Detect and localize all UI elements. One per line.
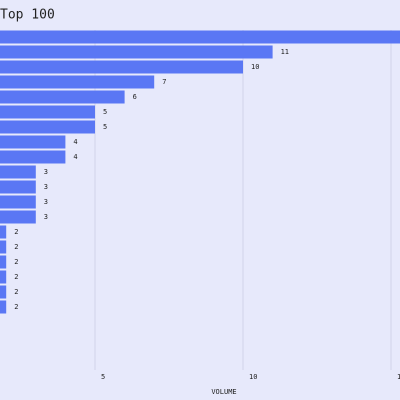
data-label: 5 bbox=[103, 123, 107, 131]
bar bbox=[0, 255, 7, 269]
data-label: 10 bbox=[251, 63, 259, 71]
bar bbox=[0, 180, 36, 194]
x-axis-label: VOLUME bbox=[211, 388, 236, 396]
bar bbox=[0, 225, 7, 239]
bar bbox=[0, 210, 36, 224]
bar bbox=[0, 270, 7, 284]
bar bbox=[0, 60, 243, 74]
bar bbox=[0, 75, 155, 89]
data-label: 4 bbox=[73, 153, 77, 161]
bar bbox=[0, 195, 36, 209]
bar bbox=[0, 45, 273, 59]
x-tick-label: 10 bbox=[249, 373, 257, 381]
bar bbox=[0, 300, 7, 314]
bar bbox=[0, 30, 400, 44]
data-label: 5 bbox=[103, 108, 107, 116]
x-tick-label: 15 bbox=[397, 373, 400, 381]
data-label: 2 bbox=[14, 258, 18, 266]
data-label: 2 bbox=[14, 303, 18, 311]
bar bbox=[0, 150, 66, 164]
bar bbox=[0, 120, 95, 134]
data-label: 11 bbox=[281, 48, 289, 56]
data-label: 3 bbox=[44, 183, 48, 191]
bar bbox=[0, 105, 95, 119]
data-label: 2 bbox=[14, 243, 18, 251]
data-label: 6 bbox=[133, 93, 137, 101]
bar bbox=[0, 285, 7, 299]
data-label: 3 bbox=[44, 168, 48, 176]
bar bbox=[0, 165, 36, 179]
data-label: 2 bbox=[14, 273, 18, 281]
data-label: 3 bbox=[44, 198, 48, 206]
data-label: 7 bbox=[162, 78, 166, 86]
bar bbox=[0, 240, 7, 254]
data-label: 2 bbox=[14, 288, 18, 296]
data-label: 2 bbox=[14, 228, 18, 236]
chart-title: Top 100 bbox=[0, 8, 55, 23]
bar bbox=[0, 90, 125, 104]
bar bbox=[0, 135, 66, 149]
data-label: 3 bbox=[44, 213, 48, 221]
data-label: 4 bbox=[73, 138, 77, 146]
x-tick-label: 5 bbox=[101, 373, 105, 381]
